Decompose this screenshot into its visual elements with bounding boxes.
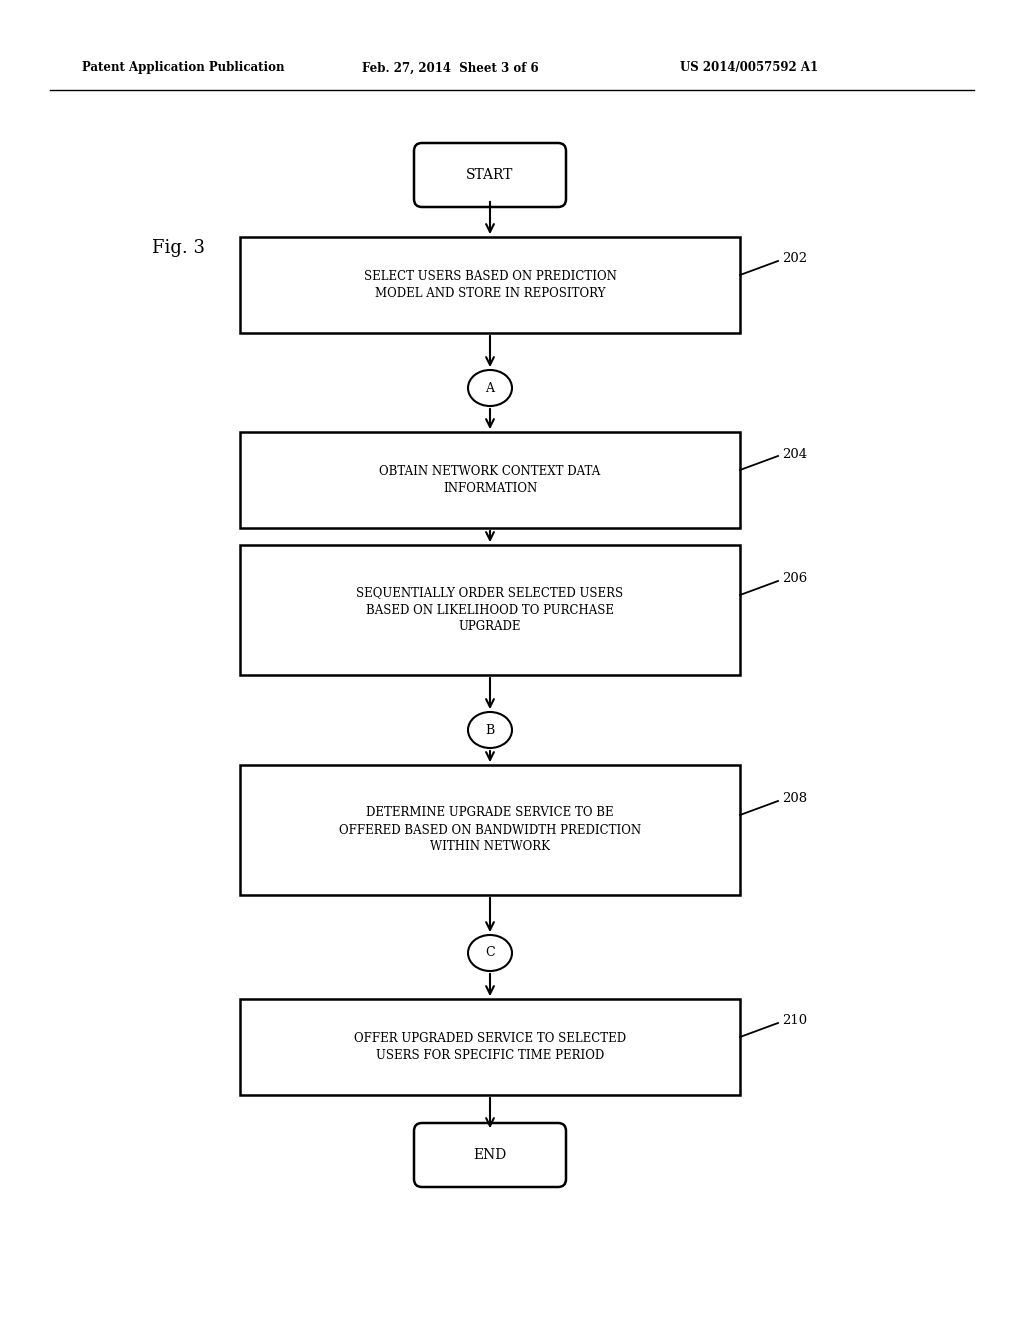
Bar xyxy=(240,545,740,675)
Text: C: C xyxy=(485,946,495,960)
Text: 206: 206 xyxy=(782,573,807,586)
FancyBboxPatch shape xyxy=(414,143,566,207)
Bar xyxy=(240,238,740,333)
Text: 210: 210 xyxy=(782,1015,807,1027)
Text: 204: 204 xyxy=(782,447,807,461)
Text: US 2014/0057592 A1: US 2014/0057592 A1 xyxy=(680,62,818,74)
Text: 202: 202 xyxy=(782,252,807,265)
Text: OFFER UPGRADED SERVICE TO SELECTED
USERS FOR SPECIFIC TIME PERIOD: OFFER UPGRADED SERVICE TO SELECTED USERS… xyxy=(354,1032,626,1063)
Text: Fig. 3: Fig. 3 xyxy=(152,239,205,257)
Ellipse shape xyxy=(468,711,512,748)
Ellipse shape xyxy=(468,370,512,407)
Text: 208: 208 xyxy=(782,792,807,805)
Text: END: END xyxy=(473,1148,507,1162)
Bar xyxy=(240,999,740,1096)
Text: START: START xyxy=(466,168,514,182)
Text: Feb. 27, 2014  Sheet 3 of 6: Feb. 27, 2014 Sheet 3 of 6 xyxy=(362,62,539,74)
Text: Patent Application Publication: Patent Application Publication xyxy=(82,62,285,74)
Text: SELECT USERS BASED ON PREDICTION
MODEL AND STORE IN REPOSITORY: SELECT USERS BASED ON PREDICTION MODEL A… xyxy=(364,271,616,300)
Ellipse shape xyxy=(468,935,512,972)
Text: DETERMINE UPGRADE SERVICE TO BE
OFFERED BASED ON BANDWIDTH PREDICTION
WITHIN NET: DETERMINE UPGRADE SERVICE TO BE OFFERED … xyxy=(339,807,641,854)
Text: A: A xyxy=(485,381,495,395)
Text: OBTAIN NETWORK CONTEXT DATA
INFORMATION: OBTAIN NETWORK CONTEXT DATA INFORMATION xyxy=(379,465,601,495)
Bar xyxy=(240,432,740,528)
Text: SEQUENTIALLY ORDER SELECTED USERS
BASED ON LIKELIHOOD TO PURCHASE
UPGRADE: SEQUENTIALLY ORDER SELECTED USERS BASED … xyxy=(356,586,624,634)
Bar xyxy=(240,766,740,895)
Text: B: B xyxy=(485,723,495,737)
FancyBboxPatch shape xyxy=(414,1123,566,1187)
